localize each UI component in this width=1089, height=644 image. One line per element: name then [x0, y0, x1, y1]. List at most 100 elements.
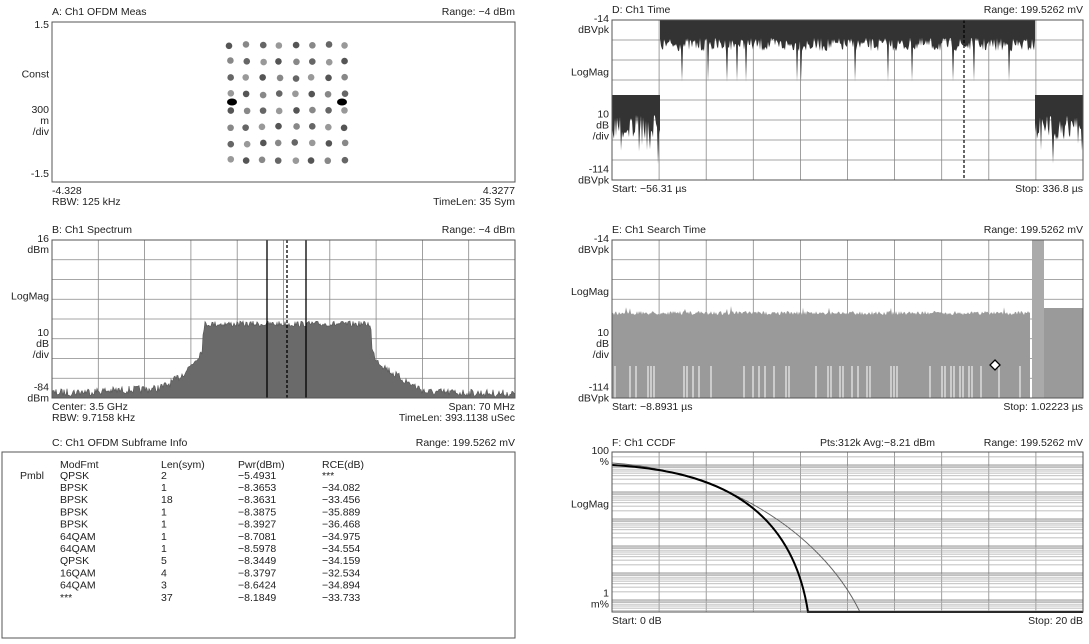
- y-label: 10: [597, 108, 609, 120]
- constellation-point: [325, 41, 333, 48]
- y-label: -114: [589, 382, 609, 394]
- footer-right: 4.3277: [483, 185, 515, 197]
- table-cell: 64QAM: [60, 531, 96, 543]
- constellation-point: [340, 124, 348, 132]
- y-label: /div: [33, 349, 50, 361]
- ccdf-trace: [611, 464, 1083, 613]
- table-cell: QPSK: [60, 470, 89, 482]
- panel-title: D: Ch1 Time: [612, 4, 671, 16]
- panel-range: Range: −4 dBm: [442, 224, 516, 236]
- constellation-point: [325, 140, 333, 147]
- constellation-point: [242, 157, 250, 164]
- constellation-point: [227, 74, 234, 81]
- table-cell: 64QAM: [60, 543, 96, 555]
- y-label: dB: [36, 338, 49, 350]
- panel-subtitle: Pts:312k Avg:−8.21 dBm: [820, 437, 935, 449]
- table-header: Len(sym): [161, 459, 205, 471]
- footer-left: Center: 3.5 GHz: [52, 401, 128, 413]
- table-cell: −8.3449: [238, 555, 276, 567]
- constellation-point: [341, 156, 349, 164]
- time-trace: [612, 95, 660, 164]
- footer-right: TimeLen: 35 Sym: [433, 196, 515, 208]
- footer-left: Start: 0 dB: [612, 615, 662, 627]
- constellation-point: [259, 91, 267, 99]
- search-trace: [1032, 240, 1044, 398]
- constellation-point: [309, 41, 316, 49]
- constellation-point: [259, 107, 267, 114]
- constellation-point: [341, 90, 349, 97]
- constellation-point: [293, 107, 300, 114]
- constellation-point: [308, 58, 316, 65]
- table-cell: −8.3631: [238, 494, 276, 506]
- footer-right: TimeLen: 393.1138 uSec: [399, 412, 515, 424]
- constellation-point: [227, 124, 234, 132]
- y-label: /div: [593, 130, 610, 142]
- constellation-point: [341, 42, 348, 49]
- constellation-point: [337, 98, 347, 106]
- table-header: RCE(dB): [322, 459, 364, 471]
- table-cell: −32.534: [322, 567, 360, 579]
- constellation-point: [227, 107, 235, 114]
- y-label: dB: [596, 338, 609, 350]
- constellation-point: [293, 58, 300, 66]
- table-cell: 16QAM: [60, 567, 96, 579]
- table-cell: ***: [60, 592, 72, 604]
- constellation-point: [275, 90, 283, 97]
- table-cell: 1: [161, 531, 167, 543]
- y-label: dBVpk: [578, 393, 610, 405]
- plot-frame: [51, 21, 516, 183]
- constellation-point: [341, 73, 348, 81]
- panel-range: Range: 199.5262 mV: [416, 437, 515, 449]
- y-label: 16: [37, 233, 49, 245]
- time-trace: [1035, 95, 1083, 164]
- table-cell: 18: [161, 494, 173, 506]
- y-label: -14: [594, 233, 609, 245]
- y-label: -84: [34, 382, 49, 394]
- table-cell: BPSK: [60, 482, 88, 494]
- panel-range: Range: 199.5262 mV: [984, 437, 1083, 449]
- footer-left: Start: −56.31 µs: [612, 183, 687, 195]
- constellation-point: [275, 58, 282, 65]
- table-cell: −8.1849: [238, 592, 276, 604]
- table-cell: −8.6424: [238, 580, 276, 592]
- table-cell: QPSK: [60, 555, 89, 567]
- table-cell: 3: [161, 580, 167, 592]
- table-cell: BPSK: [60, 494, 88, 506]
- table-cell: BPSK: [60, 519, 88, 531]
- footer-left: RBW: 9.7158 kHz: [52, 412, 135, 424]
- constellation-point: [275, 122, 282, 130]
- y-label: -1.5: [31, 168, 49, 180]
- table-cell: −34.082: [322, 482, 360, 494]
- constellation-point: [309, 106, 316, 114]
- table-cell: −5.4931: [238, 470, 276, 482]
- y-label: dBVpk: [578, 174, 610, 186]
- table-cell: −8.3875: [238, 506, 276, 518]
- panel-title: F: Ch1 CCDF: [612, 437, 676, 449]
- y-label: /div: [33, 126, 50, 138]
- constellation-point: [260, 139, 267, 147]
- constellation-point: [307, 157, 315, 164]
- search-trace: [1044, 308, 1083, 398]
- constellation-point: [242, 41, 250, 48]
- table-cell: −34.894: [322, 580, 360, 592]
- constellation-point: [293, 123, 300, 130]
- y-label: 10: [597, 327, 609, 339]
- ccdf-reference: [611, 462, 861, 613]
- constellation-point: [275, 107, 283, 115]
- constellation-point: [227, 98, 237, 106]
- panel-range: Range: 199.5262 mV: [984, 224, 1083, 236]
- panel-title: C: Ch1 OFDM Subframe Info: [52, 437, 188, 449]
- constellation-point: [258, 123, 266, 131]
- constellation-point: [258, 156, 266, 164]
- panel-title: E: Ch1 Search Time: [612, 224, 706, 236]
- panel-title: A: Ch1 OFDM Meas: [52, 6, 147, 18]
- y-label: 100: [591, 445, 609, 457]
- y-label: dBVpk: [578, 244, 610, 256]
- constellation-point: [275, 42, 283, 49]
- constellation-point: [325, 74, 332, 82]
- table-header: Pwr(dBm): [238, 459, 285, 471]
- constellation-point: [292, 90, 299, 98]
- y-label: LogMag: [11, 291, 49, 303]
- plot-frame: [611, 239, 1084, 399]
